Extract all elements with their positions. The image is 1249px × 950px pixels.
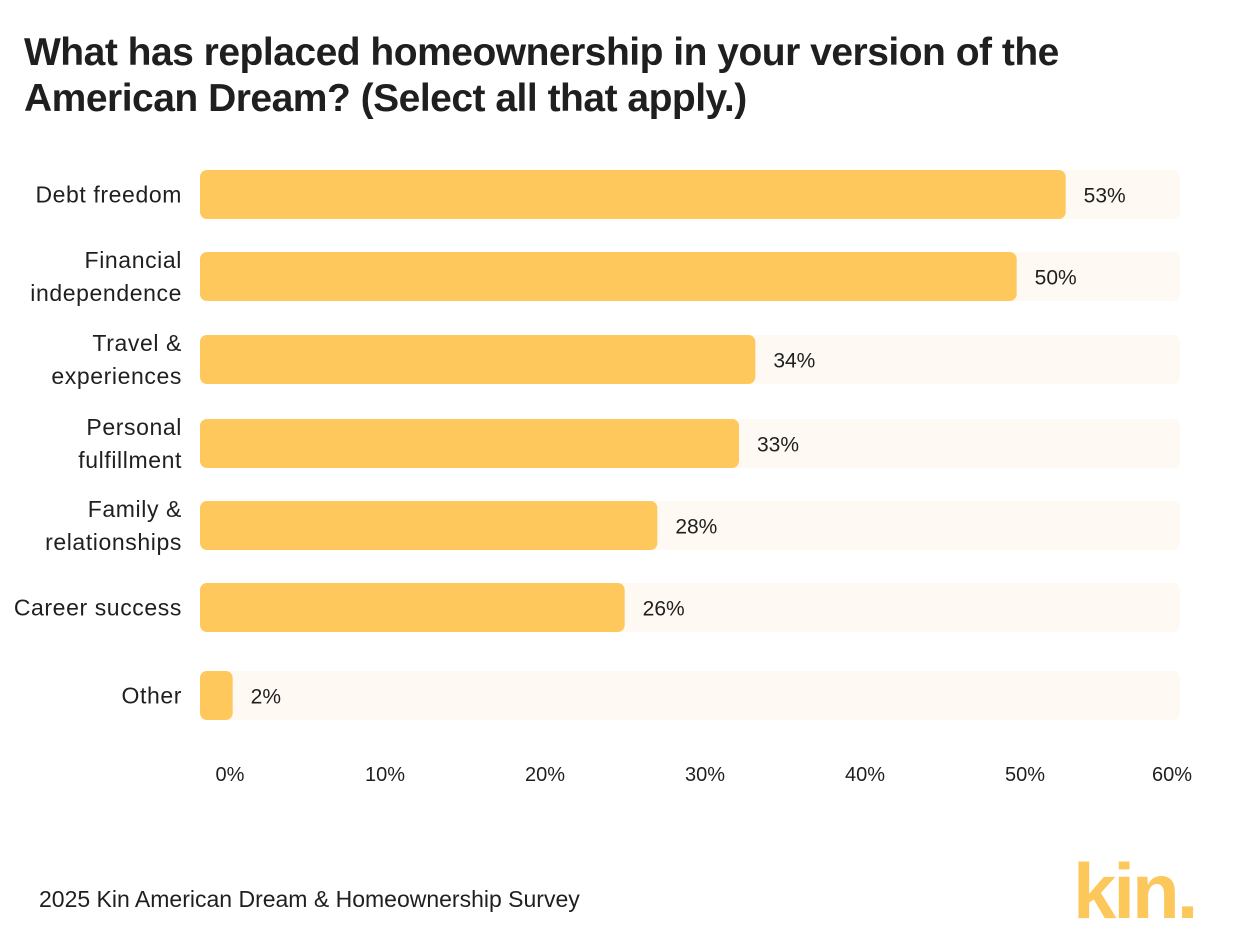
x-tick-label: 10% [365, 764, 405, 786]
x-tick-label: 50% [1005, 764, 1045, 786]
x-tick-label: 0% [216, 764, 245, 786]
chart-title: What has replaced homeownership in your … [24, 31, 1059, 120]
bar-value-label: 33% [757, 434, 799, 457]
bar-value-label: 53% [1084, 185, 1126, 208]
x-tick-label: 20% [525, 764, 565, 786]
x-axis: 0% 10% 20% 30% 40% 50% 60% [216, 764, 1193, 786]
category-label: Other [121, 683, 182, 709]
kin-logo: kin. [1073, 847, 1198, 930]
bar-row: 34% Travel & experiences [51, 330, 1180, 389]
category-label: Family & relationships [45, 496, 182, 555]
bar-value-label: 28% [675, 516, 717, 539]
category-label: Career success [14, 595, 182, 621]
bar-value-label: 34% [773, 350, 815, 373]
x-tick-label: 30% [685, 764, 725, 786]
bar [200, 671, 233, 720]
x-tick-label: 40% [845, 764, 885, 786]
x-tick-label: 60% [1152, 764, 1192, 786]
bar-value-label: 2% [251, 686, 281, 709]
bar-value-label: 26% [643, 598, 685, 621]
bar-row: 33% Personal fulfillment [78, 414, 1180, 473]
bar-track [200, 671, 1180, 720]
bar-row: 2% Other [121, 671, 1180, 720]
bar [200, 583, 625, 632]
bar [200, 501, 658, 550]
category-label: Personal fulfillment [78, 414, 182, 473]
category-label: Debt freedom [35, 182, 182, 208]
bar [200, 335, 756, 384]
source-note: 2025 Kin American Dream & Homeownership … [39, 886, 580, 912]
bar-row: 26% Career success [14, 583, 1180, 632]
bar-row: 50% Financial independence [30, 247, 1180, 306]
bar [200, 170, 1066, 219]
bar-value-label: 50% [1035, 267, 1077, 290]
category-label: Financial independence [30, 247, 182, 306]
logo-text: kin. [1073, 847, 1195, 930]
bar [200, 252, 1017, 301]
category-label: Travel & experiences [51, 330, 182, 389]
bar-row: 28% Family & relationships [45, 496, 1180, 555]
bars-layer: 53% Debt freedom 50% Financial independence 3… [14, 170, 1180, 720]
bar-row: 53% Debt freedom [35, 170, 1180, 219]
bar [200, 419, 739, 468]
